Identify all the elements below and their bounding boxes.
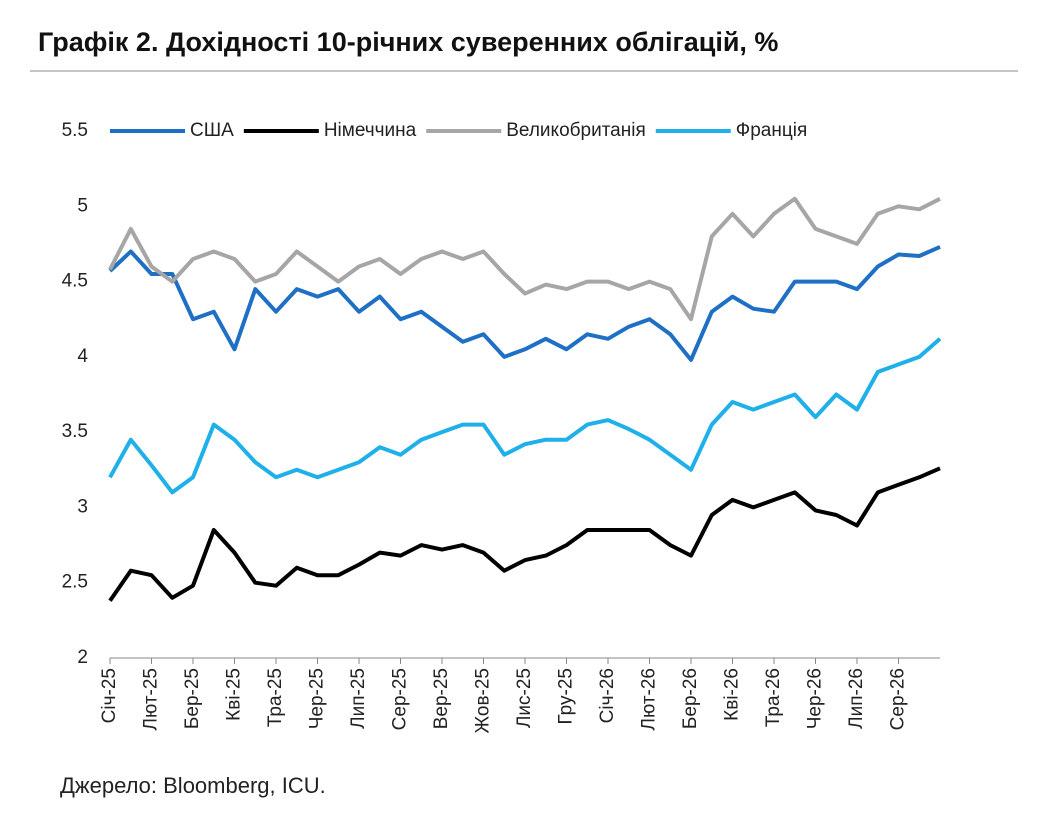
legend-label: США	[190, 120, 234, 141]
x-tick-label: Чер-26	[805, 668, 826, 729]
legend-label: Німеччина	[324, 120, 417, 141]
series-line	[108, 196, 941, 322]
y-tick-label: 3	[77, 496, 88, 517]
legend-label: Франція	[736, 120, 807, 141]
x-tick-label: Сер-25	[390, 668, 411, 730]
x-tick-label: Гру-25	[556, 668, 577, 725]
x-tick-label: Січ-25	[99, 668, 120, 723]
y-tick-label: 5	[77, 195, 88, 216]
series-line	[108, 245, 941, 362]
x-tick-label: Лип-25	[348, 668, 369, 729]
x-tick-label: Бер-25	[182, 668, 203, 729]
x-tick-label: Лис-25	[514, 668, 535, 728]
x-tick-label: Бер-26	[680, 668, 701, 729]
x-tick-label: Січ-26	[597, 668, 618, 723]
y-tick-label: 4.5	[62, 271, 88, 292]
x-tick-label: Тра-25	[265, 668, 286, 727]
x-tick-label: Лют-26	[639, 668, 660, 730]
y-tick-label: 4	[77, 346, 88, 367]
x-tick-label: Лют-25	[141, 668, 162, 730]
x-tick-label: Жов-25	[473, 668, 494, 733]
x-tick-label: Тра-26	[763, 668, 784, 727]
chart-title: Графік 2. Дохідності 10-річних суверенни…	[38, 27, 778, 57]
series-line	[108, 337, 942, 495]
x-tick-label: Лип-26	[846, 668, 867, 729]
y-tick-label: 2	[77, 647, 88, 668]
x-tick-label: Чер-25	[307, 668, 328, 729]
x-tick-label: Кві-26	[722, 668, 743, 721]
series-line	[108, 466, 941, 602]
legend-label: Великобританія	[506, 120, 646, 141]
x-tick-label: Кві-25	[224, 668, 245, 721]
y-tick-label: 5.5	[62, 120, 88, 141]
y-tick-label: 3.5	[62, 421, 88, 442]
y-tick-label: 2.5	[62, 572, 88, 593]
x-tick-label: Вер-25	[431, 668, 452, 729]
source-note: Джерело: Bloomberg, ICU.	[60, 773, 326, 798]
x-tick-label: Сер-26	[888, 668, 909, 730]
